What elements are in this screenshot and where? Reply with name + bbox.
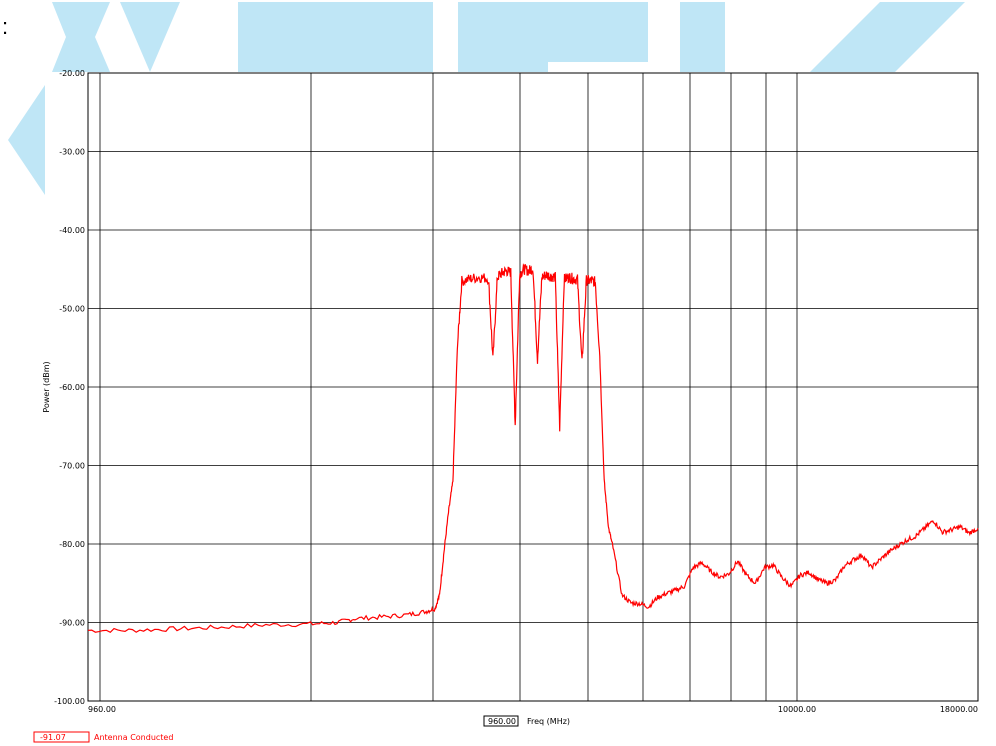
legend-marker-value: -91.07 [40,733,66,742]
x-tick-label: 10000.00 [778,705,816,714]
legend-marker-box [33,731,90,743]
watermark-t-bar [238,2,433,72]
x-tick-label: 18000.00 [940,705,978,714]
watermark-x-bottom [52,2,110,72]
y-axis-label: Power (dBm) [42,361,51,412]
prefix-mark: : [2,14,9,39]
x-tick-label: 960.00 [88,705,116,714]
y-tick-label: -80.00 [59,540,85,549]
watermark-k-slash [810,2,965,72]
watermark-x-right [120,2,180,72]
plot-area-frame [87,72,979,702]
legend-series-name: Antenna Conducted [94,733,173,742]
y-tick-label: -40.00 [59,226,85,235]
x-axis-label: Freq (MHz) [527,717,570,726]
y-tick-label: -20.00 [59,69,85,78]
y-tick-label: -100.00 [54,697,85,706]
y-axis-ticks: -20.00 -30.00 -40.00 -50.00 -60.00 -70.00 -80.… [54,69,85,706]
series-line-antenna-conducted [87,263,979,634]
center-readout-box [483,715,519,727]
plot-grid [88,72,978,702]
watermark-r-bowl [548,2,648,62]
watermark-i-bar [680,2,725,72]
watermark-logo [8,2,965,195]
x-axis-ticks: 960.00 10000.00 18000.00 [88,705,978,714]
center-readout-value: 960.00 [488,717,516,726]
y-tick-label: -30.00 [59,148,85,157]
watermark-r-stem [458,2,548,72]
y-tick-label: -90.00 [59,619,85,628]
y-tick-label: -70.00 [59,462,85,471]
watermark-diamond [8,85,45,195]
y-tick-label: -50.00 [59,305,85,314]
y-tick-label: -60.00 [59,383,85,392]
